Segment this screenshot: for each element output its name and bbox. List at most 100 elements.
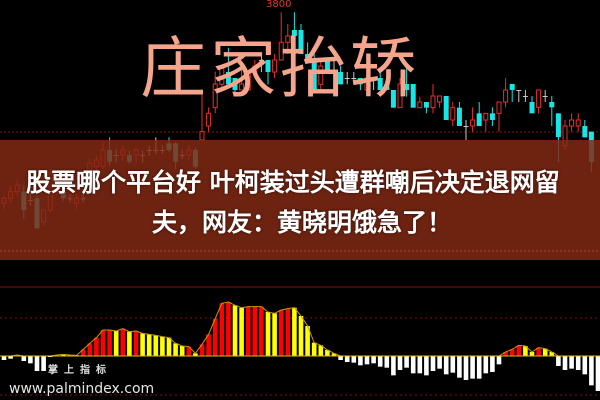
- oscillator-bar: [61, 354, 66, 356]
- oscillator-bar: [252, 306, 258, 356]
- candle-body: [443, 96, 449, 120]
- oscillator-bar: [285, 308, 291, 356]
- oscillator-bar: [384, 356, 390, 368]
- oscillator-bar: [523, 346, 528, 356]
- oscillator-bar: [595, 356, 600, 391]
- candle: [404, 66, 410, 97]
- candle-body: [463, 126, 469, 127]
- candle-body: [549, 102, 555, 108]
- oscillator-bar: [569, 356, 574, 369]
- oscillator-bar: [127, 331, 132, 356]
- oscillator-bar: [351, 356, 357, 363]
- oscillator-bar: [21, 356, 27, 361]
- candle: [324, 60, 330, 72]
- oscillator-bar: [226, 302, 231, 356]
- candle: [272, 54, 278, 78]
- candle-body: [437, 95, 443, 103]
- candle-body: [278, 41, 284, 61]
- candle: [582, 120, 588, 138]
- watermark-cn: 掌上指标: [48, 365, 112, 376]
- candle: [522, 90, 528, 102]
- candle-body: [496, 101, 502, 114]
- oscillator-bar: [457, 356, 462, 378]
- candle: [371, 78, 377, 90]
- candle-body: [509, 84, 515, 90]
- oscillator-bar: [133, 331, 139, 356]
- candle: [206, 107, 212, 132]
- peak-price-label: 3800: [266, 0, 292, 10]
- candle-body: [252, 65, 258, 73]
- candle-body: [199, 131, 205, 141]
- oscillator-bar: [179, 346, 185, 356]
- oscillator-bar: [503, 352, 508, 356]
- candle-body: [265, 60, 271, 72]
- oscillator-bar: [219, 303, 225, 356]
- oscillator-bar: [28, 356, 33, 364]
- oscillator-bar: [417, 356, 423, 374]
- oscillator-bar: [549, 352, 555, 356]
- oscillator-bar: [153, 335, 159, 356]
- candle-body: [331, 72, 337, 73]
- candle-body: [489, 113, 495, 120]
- headline-banner: [0, 140, 600, 260]
- candle-body: [569, 119, 575, 127]
- candle: [252, 60, 258, 79]
- oscillator-bar: [318, 345, 324, 356]
- candle-body: [206, 112, 212, 127]
- oscillator-bar: [160, 336, 165, 356]
- oscillator-bar: [371, 356, 376, 364]
- candle-body: [555, 113, 561, 137]
- candle-body: [239, 83, 245, 91]
- candle-body: [232, 78, 238, 90]
- oscillator-bar: [292, 307, 297, 356]
- oscillator-bar: [113, 331, 119, 356]
- oscillator-bar: [430, 356, 436, 371]
- candle-body: [357, 78, 363, 85]
- candle: [496, 101, 502, 132]
- oscillator-bar: [278, 310, 284, 356]
- candle: [219, 65, 225, 90]
- candle: [258, 54, 264, 72]
- oscillator-bar: [232, 305, 238, 356]
- candle: [351, 72, 357, 85]
- candle-body: [470, 119, 476, 127]
- candle-body: [450, 107, 456, 121]
- candle: [291, 12, 297, 36]
- candle: [344, 72, 350, 85]
- candle: [318, 60, 324, 90]
- oscillator-bar: [490, 356, 495, 372]
- oscillator-bar: [463, 356, 469, 380]
- candle-body: [483, 112, 489, 121]
- candle: [265, 60, 271, 85]
- oscillator-bar: [245, 306, 251, 356]
- oscillator-bar: [206, 334, 211, 356]
- oscillator-bar: [391, 356, 396, 376]
- candle-body: [575, 119, 581, 127]
- candle: [305, 42, 311, 60]
- oscillator-bar: [338, 356, 343, 360]
- candle-body: [456, 107, 462, 126]
- candle-body: [225, 72, 231, 85]
- oscillator-bar: [298, 316, 304, 356]
- oscillator-bar: [476, 356, 482, 379]
- candle: [364, 72, 370, 91]
- candle-body: [536, 89, 542, 108]
- candle: [232, 78, 238, 97]
- oscillator-bar: [344, 356, 350, 362]
- headline-line-1: 股票哪个平台好 叶柯装过头遭群嘲后决定退网留: [26, 168, 560, 197]
- candle-body: [503, 89, 509, 103]
- oscillator-bar: [589, 356, 594, 386]
- oscillator-bar: [1, 356, 7, 360]
- candle: [503, 78, 509, 108]
- candle: [331, 60, 337, 73]
- oscillator-bar: [146, 334, 152, 356]
- oscillator-bar: [556, 356, 561, 366]
- oscillator-bar: [410, 356, 416, 374]
- candle-body: [430, 95, 436, 109]
- oscillator-bar: [443, 356, 449, 375]
- candle-body: [272, 59, 278, 73]
- candle: [443, 96, 449, 120]
- oscillator-bar: [212, 318, 218, 356]
- candle-body: [305, 54, 311, 60]
